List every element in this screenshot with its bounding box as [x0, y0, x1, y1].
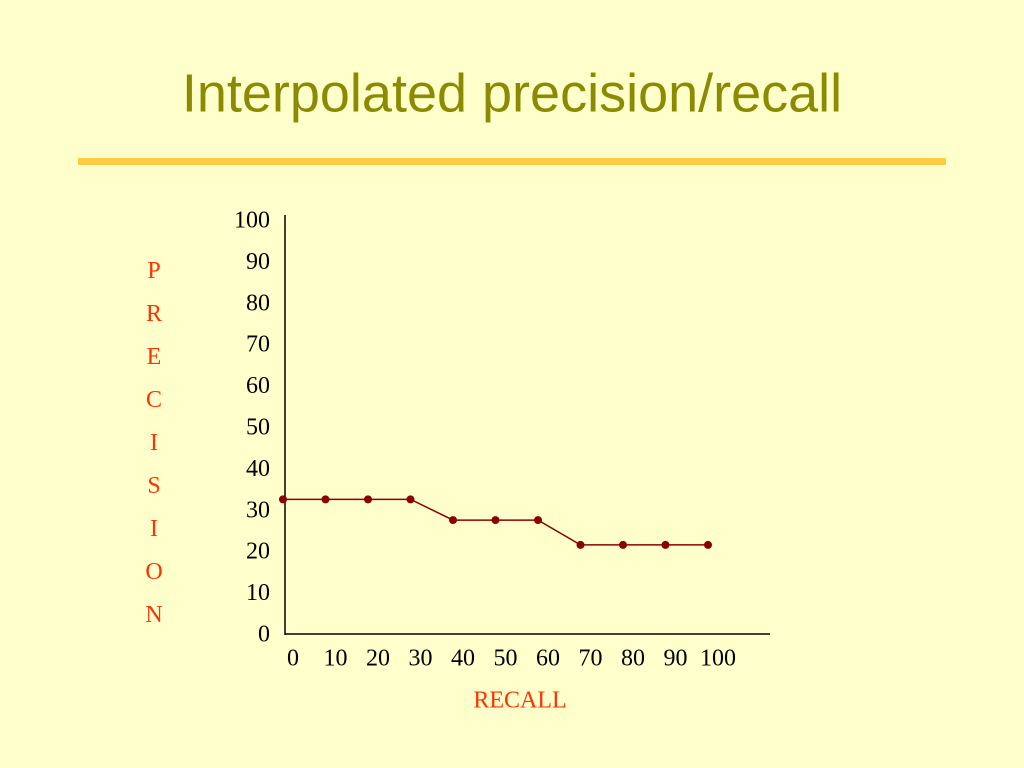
- x-axis-title: RECALL: [473, 688, 566, 714]
- y-tick-label: 20: [246, 539, 270, 565]
- y-tick-label: 60: [246, 373, 270, 399]
- x-tick-label: 50: [494, 646, 518, 672]
- x-tick-label: 0: [287, 646, 299, 672]
- y-tick-label: 50: [246, 415, 270, 441]
- point: [406, 495, 415, 504]
- x-tick-label: 90: [664, 646, 688, 672]
- point: [449, 516, 457, 525]
- point: [661, 540, 670, 549]
- point: [364, 495, 372, 504]
- y-tick-label: 90: [246, 249, 270, 275]
- point: [619, 540, 627, 549]
- y-tick-label: 10: [246, 580, 270, 606]
- title-underline: [78, 158, 946, 165]
- chart-title: Interpolated precision/recall: [182, 63, 842, 123]
- x-tick-label: 70: [579, 646, 603, 672]
- y-tick-label: 100: [234, 208, 270, 234]
- x-tick-label: 10: [324, 646, 348, 672]
- y-tick-label: 30: [246, 497, 270, 523]
- x-tick-label: 80: [621, 646, 645, 672]
- point: [704, 540, 712, 549]
- point: [491, 516, 500, 525]
- y-tick-label: 80: [246, 290, 270, 316]
- y-tick-label: 40: [246, 456, 270, 482]
- x-tick-label: 100: [700, 646, 736, 672]
- x-tick-label: 20: [366, 646, 390, 672]
- point: [321, 495, 330, 504]
- point: [279, 495, 287, 504]
- point: [576, 540, 585, 549]
- y-tick-label: 70: [246, 332, 270, 358]
- x-tick-label: 40: [451, 646, 475, 672]
- x-tick-label: 30: [409, 646, 433, 672]
- point: [534, 516, 542, 525]
- y-tick-label: 0: [258, 622, 270, 648]
- x-tick-label: 60: [536, 646, 560, 672]
- y-axis-title: PRECISION: [141, 258, 167, 645]
